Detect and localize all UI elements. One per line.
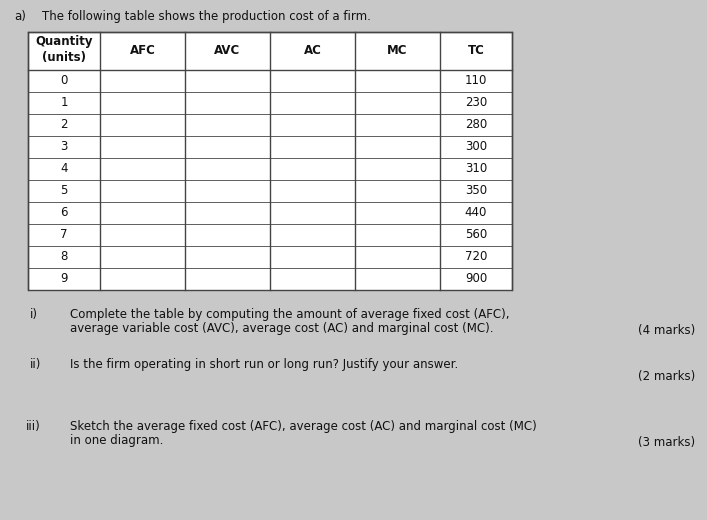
Text: 560: 560: [465, 228, 487, 241]
Text: (4 marks): (4 marks): [638, 324, 695, 337]
Text: 230: 230: [465, 97, 487, 110]
Text: AFC: AFC: [129, 44, 156, 57]
Text: TC: TC: [467, 44, 484, 57]
Text: 4: 4: [60, 162, 68, 175]
Text: AVC: AVC: [214, 44, 240, 57]
Text: 0: 0: [60, 74, 68, 87]
Text: 900: 900: [465, 272, 487, 285]
Text: 1: 1: [60, 97, 68, 110]
Text: 6: 6: [60, 206, 68, 219]
Text: 8: 8: [60, 251, 68, 264]
Text: 350: 350: [465, 185, 487, 198]
Text: 3: 3: [60, 140, 68, 153]
Text: 280: 280: [465, 119, 487, 132]
Text: The following table shows the production cost of a firm.: The following table shows the production…: [42, 10, 371, 23]
Text: 440: 440: [464, 206, 487, 219]
Text: AC: AC: [303, 44, 322, 57]
Text: Sketch the average fixed cost (AFC), average cost (AC) and marginal cost (MC): Sketch the average fixed cost (AFC), ave…: [70, 420, 537, 433]
Text: i): i): [30, 308, 38, 321]
Text: 5: 5: [60, 185, 68, 198]
Text: iii): iii): [26, 420, 41, 433]
Text: 110: 110: [464, 74, 487, 87]
Text: average variable cost (AVC), average cost (AC) and marginal cost (MC).: average variable cost (AVC), average cos…: [70, 322, 493, 335]
Text: Complete the table by computing the amount of average fixed cost (AFC),: Complete the table by computing the amou…: [70, 308, 510, 321]
Text: MC: MC: [387, 44, 408, 57]
Text: ii): ii): [30, 358, 42, 371]
Text: (3 marks): (3 marks): [638, 436, 695, 449]
Text: Quantity
(units): Quantity (units): [35, 35, 93, 64]
Text: (2 marks): (2 marks): [638, 370, 695, 383]
Text: 9: 9: [60, 272, 68, 285]
Text: 720: 720: [464, 251, 487, 264]
Text: a): a): [14, 10, 26, 23]
Text: 310: 310: [465, 162, 487, 175]
Text: 2: 2: [60, 119, 68, 132]
Bar: [28, 32, 512, 290]
Text: 300: 300: [465, 140, 487, 153]
Text: in one diagram.: in one diagram.: [70, 434, 163, 447]
Text: Is the firm operating in short run or long run? Justify your answer.: Is the firm operating in short run or lo…: [70, 358, 458, 371]
Text: 7: 7: [60, 228, 68, 241]
